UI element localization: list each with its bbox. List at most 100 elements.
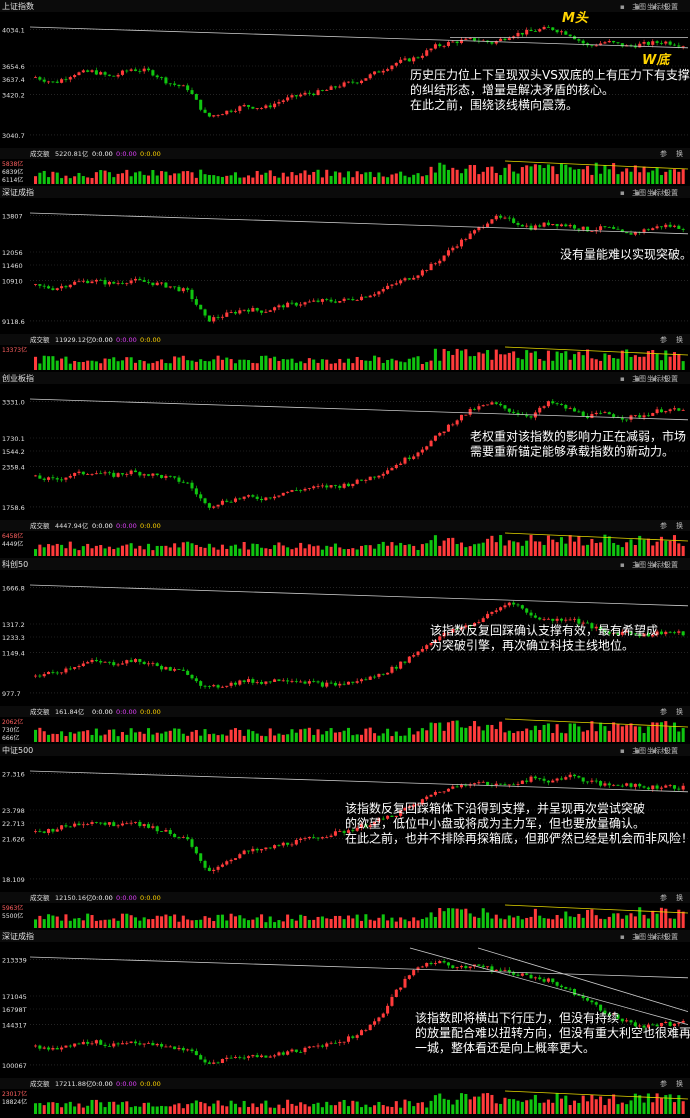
candle-body [373,676,377,678]
volume-bar [303,363,307,370]
volume-bar [120,732,124,742]
candle-body [638,783,642,787]
volume-bar [525,728,529,742]
candle-body [38,77,42,80]
volume-bar [599,918,603,928]
volume-bar [377,172,381,184]
volume-bar [242,359,246,370]
volume-bar [407,177,411,184]
resistance-line [29,956,689,979]
candle-body [155,473,159,476]
candle-body [433,640,437,643]
volume-bar [568,167,572,184]
candle-body [129,822,133,824]
candle-body [616,633,620,635]
volume-bar [307,727,311,742]
candle-body [507,969,511,973]
volume-bar [481,908,485,928]
candle-body [459,414,464,421]
candle-body [516,412,520,415]
candle-body [286,1051,290,1055]
candle-body [229,682,233,686]
volume-bar [559,1098,563,1114]
volume-bar [446,538,450,556]
candle-body [599,1004,603,1011]
volume-bar [607,916,611,928]
volume-bar [507,352,511,370]
annotation-text: 的放量配合难以扭转方向，但没有重大利空也很难再下 [415,1025,690,1040]
volume-bar [125,913,129,928]
candle-body [147,281,151,283]
candle-body [320,299,324,302]
volume-bar [542,360,546,370]
volume-bar [268,358,272,370]
toolbar-label: 设置 [664,188,678,197]
candle-body [442,45,446,47]
candle-body [416,651,420,656]
candle-body [125,474,129,475]
candle-body [155,663,159,666]
candle-body [520,224,524,227]
candle-body [364,679,368,681]
candle-body [612,633,616,635]
volume-bar [220,734,224,742]
volume-bar [51,915,55,928]
y-tick-label: 18.109 [2,876,25,884]
candle-body [251,1055,255,1057]
candle-body [360,824,364,828]
candle-body [312,300,316,302]
candle-body [242,680,246,683]
panel-header [0,744,690,756]
volume-bar [346,1106,351,1114]
volume-bar [546,535,550,556]
candle-body [681,46,685,48]
candle-body [503,217,507,219]
candle-body [507,784,511,786]
volume-tick-label: 5838亿 [2,160,23,168]
volume-bar [225,1106,229,1114]
volume-bar [581,1095,585,1114]
volume-bar [299,173,303,184]
candle-body [355,681,359,683]
candle-body [73,75,77,78]
y-tick-label: 3040.7 [2,132,25,140]
volume-bar [564,164,568,184]
volume-bar [147,1102,151,1114]
candle-body [77,471,81,473]
candle-body [503,405,507,409]
candle-body [655,409,659,414]
candle-body [351,483,355,487]
volume-bar [64,175,68,184]
candle-body [603,783,607,786]
volume-toolbar-label: 参 [660,521,667,530]
toolbar-icon: ▪ [652,189,657,197]
volume-bar [594,359,598,370]
volume-bar [120,913,124,928]
volume-bar [264,922,268,928]
volume-bar [633,916,637,928]
volume-tick-label: 5963亿 [2,904,23,912]
candle-body [468,966,472,968]
volume-bar [107,172,111,184]
candle-body [81,471,85,475]
candle-body [412,277,416,280]
candle-body [529,29,533,32]
candle-body [133,1041,138,1044]
candle-body [81,70,85,73]
volume-bar [203,729,207,742]
volume-bar [186,360,190,370]
volume-bar [294,1105,298,1114]
candle-body [559,985,563,988]
y-tick-label: 144317 [2,1022,27,1030]
volume-bar [264,1100,268,1114]
volume-bar [546,164,550,184]
volume-bar [664,908,668,928]
volume-bar [429,912,433,928]
volume-header [0,520,690,531]
volume-bar [181,171,185,184]
candle-body [668,1021,672,1026]
toolbar-label: 主图 [632,560,646,569]
candle-body [477,782,481,784]
volume-bar [577,913,581,928]
volume-bar [120,173,124,184]
